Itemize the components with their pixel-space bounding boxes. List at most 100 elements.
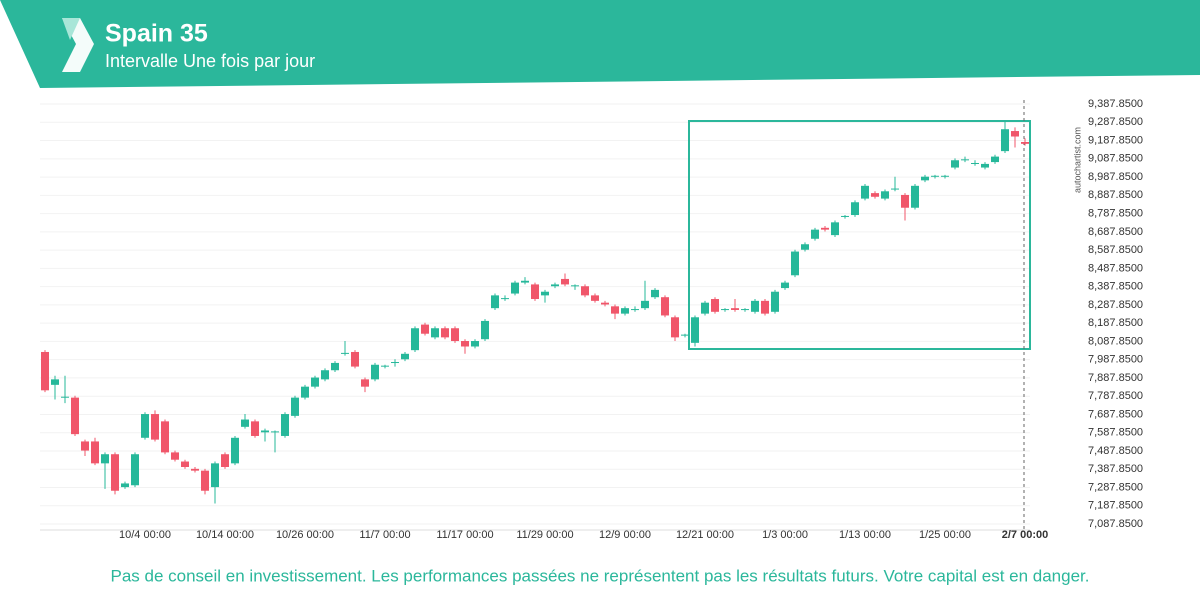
candle-body — [321, 370, 329, 380]
candle-body — [221, 454, 229, 468]
x-tick-label: 11/17 00:00 — [436, 529, 493, 541]
y-tick-label: 8,787.8500 — [1088, 208, 1143, 220]
header-title: Spain 35 — [105, 20, 208, 48]
candle-body — [181, 461, 189, 468]
x-tick-label: 10/14 00:00 — [196, 529, 254, 541]
candle-body — [941, 175, 949, 177]
candle-body — [711, 299, 719, 312]
candle-body — [621, 308, 629, 314]
x-tick-label: 12/21 00:00 — [676, 529, 734, 541]
candle-body — [871, 193, 879, 197]
candle-body — [531, 284, 539, 300]
disclaimer: Pas de conseil en investissement. Les pe… — [111, 566, 1090, 585]
x-tick-label: 11/7 00:00 — [359, 529, 410, 541]
candle-body — [831, 222, 839, 236]
y-tick-label: 8,387.8500 — [1088, 281, 1143, 293]
y-tick-label: 8,587.8500 — [1088, 244, 1143, 256]
candle-body — [41, 351, 49, 391]
candle-body — [441, 328, 449, 338]
candle-body — [581, 286, 589, 296]
candle-body — [211, 463, 219, 488]
candle-body — [981, 163, 989, 168]
candle-body — [411, 328, 419, 351]
candle-body — [361, 379, 369, 387]
candle-body — [81, 441, 89, 451]
candle-body — [551, 284, 559, 287]
logo-facet — [62, 18, 80, 40]
candle-body — [291, 397, 299, 416]
y-tick-label: 8,187.8500 — [1088, 317, 1143, 329]
candle-body — [541, 291, 549, 296]
candle-body — [671, 317, 679, 338]
candle-body — [331, 362, 339, 371]
candle-body — [971, 162, 979, 164]
candle-body — [891, 188, 899, 190]
candle-body — [251, 421, 259, 436]
candle-body — [521, 280, 529, 283]
candle-body — [461, 341, 469, 347]
candle-body — [691, 317, 699, 343]
candle-body — [561, 278, 569, 285]
y-tick-label: 7,487.8500 — [1088, 445, 1143, 457]
candle-body — [721, 309, 729, 311]
candle-body — [91, 441, 99, 464]
candle-body — [791, 251, 799, 276]
candle-body — [311, 377, 319, 387]
candle-body — [901, 194, 909, 208]
candle-body — [781, 282, 789, 289]
candle-body — [131, 454, 139, 486]
candle-body — [801, 244, 809, 250]
watermark: autochartist.com — [1072, 127, 1082, 193]
candle-body — [61, 396, 69, 398]
candle-body — [351, 351, 359, 367]
candle-body — [761, 300, 769, 314]
candle-body — [821, 227, 829, 230]
candle-body — [851, 202, 859, 216]
header-banner — [0, 0, 1200, 88]
y-tick-label: 7,787.8500 — [1088, 390, 1143, 402]
candle-body — [491, 295, 499, 309]
candle-body — [71, 397, 79, 435]
y-tick-label: 8,287.8500 — [1088, 299, 1143, 311]
candle-body — [121, 483, 129, 488]
candle-body — [681, 334, 689, 336]
y-tick-label: 7,287.8500 — [1088, 481, 1143, 493]
candle-body — [991, 156, 999, 163]
candle-body — [391, 362, 399, 364]
y-tick-label: 8,487.8500 — [1088, 262, 1143, 274]
candles — [41, 121, 1029, 504]
candle-body — [661, 297, 669, 316]
y-tick-label: 9,287.8500 — [1088, 116, 1143, 128]
candle-body — [151, 414, 159, 440]
candle-body — [301, 386, 309, 398]
candle-body — [191, 468, 199, 471]
y-tick-label: 9,387.8500 — [1088, 98, 1143, 110]
y-tick-label: 8,687.8500 — [1088, 226, 1143, 238]
candle-body — [651, 289, 659, 298]
candle-body — [341, 352, 349, 354]
x-tick-label: 10/26 00:00 — [276, 529, 334, 541]
pattern-box — [688, 120, 1031, 350]
candle-body — [1021, 141, 1029, 144]
candle-body — [701, 302, 709, 314]
candle-body — [751, 300, 759, 312]
candle-body — [161, 421, 169, 453]
y-tick-label: 8,987.8500 — [1088, 171, 1143, 183]
y-tick-label: 9,087.8500 — [1088, 153, 1143, 165]
candle-body — [961, 159, 969, 161]
x-tick-label: 12/9 00:00 — [599, 529, 651, 541]
candle-body — [111, 454, 119, 491]
candle-body — [101, 454, 109, 464]
candle-body — [951, 160, 959, 168]
y-tick-label: 7,687.8500 — [1088, 408, 1143, 420]
candle-body — [1001, 129, 1009, 152]
candle-body — [931, 175, 939, 177]
candle-body — [631, 309, 639, 311]
candle-body — [471, 341, 479, 347]
y-tick-label: 9,187.8500 — [1088, 134, 1143, 146]
y-tick-label: 7,587.8500 — [1088, 427, 1143, 439]
candle-body — [171, 452, 179, 460]
candle-body — [431, 328, 439, 338]
